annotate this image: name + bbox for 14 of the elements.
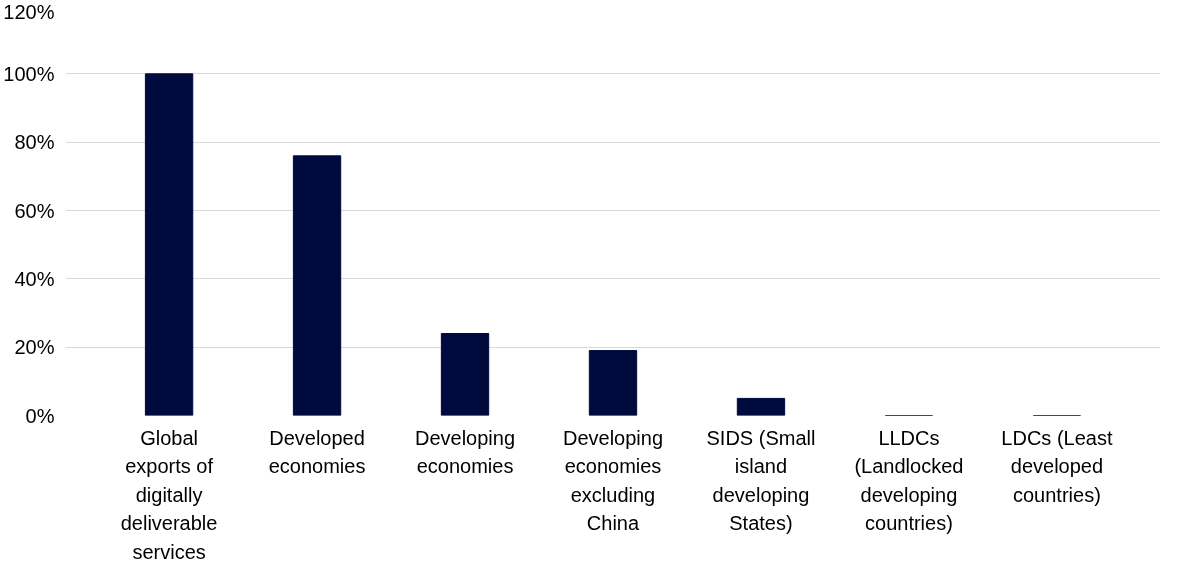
x-tick-label: LDCs (Least developed countries) [1001, 426, 1113, 506]
x-tick-label: Developing economies [414, 426, 516, 478]
x-tick-label: SIDS (Small island developing States) [706, 426, 816, 535]
y-tick-label: 60% [14, 199, 55, 222]
x-tick-label: Developing economies excluding China [562, 426, 664, 535]
x-tick-label: LLDCs (Landlocked developing countries) [854, 426, 964, 535]
y-tick-label: 20% [14, 336, 55, 359]
y-tick-label: 80% [14, 131, 55, 154]
y-tick-label: 40% [14, 267, 55, 290]
x-tick-label: Developed economies [268, 426, 366, 478]
y-tick-label: 0% [25, 404, 55, 427]
y-tick-label: 120% [3, 0, 55, 23]
x-tick-label: Global exports of digitally deliverable services [120, 426, 218, 563]
y-tick-label: 100% [3, 62, 55, 85]
